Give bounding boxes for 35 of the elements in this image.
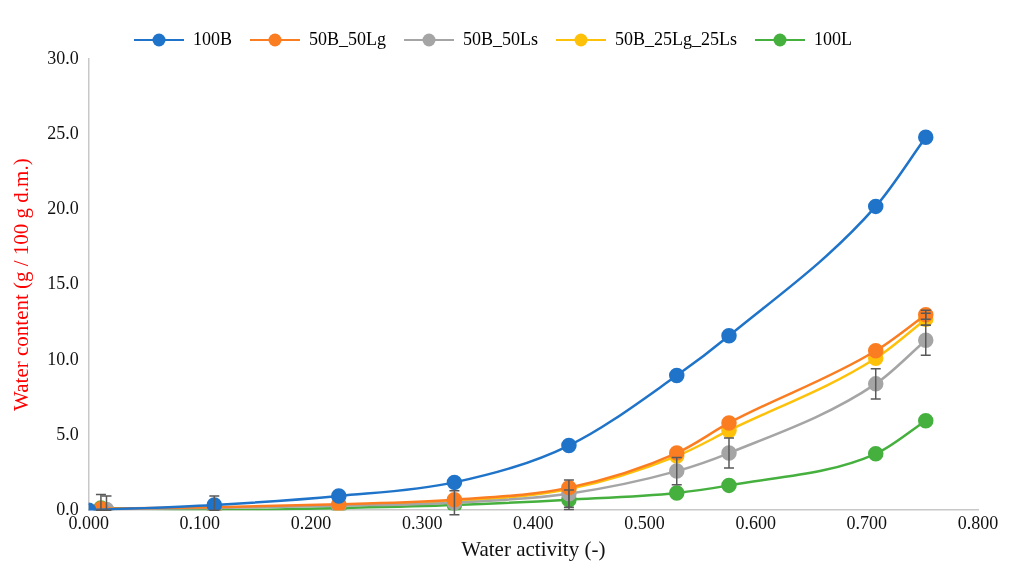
point xyxy=(446,474,463,491)
x-tick-label: 0.100 xyxy=(179,512,221,533)
y-tick-label: 20.0 xyxy=(47,198,79,219)
x-tick-label: 0.200 xyxy=(290,512,332,533)
point xyxy=(867,198,884,215)
y-tick-label: 30.0 xyxy=(47,47,79,68)
x-tick-label: 0.300 xyxy=(401,512,443,533)
point xyxy=(561,437,577,454)
point xyxy=(669,485,685,501)
point xyxy=(918,412,934,429)
y-tick-label: 15.0 xyxy=(47,273,79,294)
legend-label: 100B xyxy=(193,28,233,49)
y-tick-label: 25.0 xyxy=(47,122,79,143)
legend-label: 50B_50Ls xyxy=(463,28,539,49)
legend-label: 50B_50Lg xyxy=(309,28,387,49)
y-tick-label: 5.0 xyxy=(56,423,79,444)
point xyxy=(867,376,884,392)
point xyxy=(721,415,737,431)
legend-label: 50B_25Lg_25Ls xyxy=(615,28,738,49)
legend-label: 100L xyxy=(814,28,853,49)
y-tick-label: 10.0 xyxy=(47,348,79,369)
point xyxy=(867,446,884,462)
x-tick-label: 0.400 xyxy=(513,512,554,533)
point xyxy=(867,343,884,359)
x-tick-label: 0.800 xyxy=(957,512,999,533)
point xyxy=(918,129,934,145)
x-axis-title: Water activity (-) xyxy=(461,536,606,561)
point xyxy=(721,477,737,494)
x-tick-label: 0.600 xyxy=(735,512,776,533)
x-tick-label: 0.500 xyxy=(624,512,665,533)
point xyxy=(669,367,685,384)
point xyxy=(331,488,347,504)
y-axis-title: Water content (g / 100 g d.m.) xyxy=(9,158,34,411)
point xyxy=(721,327,737,344)
x-tick-label: 0.700 xyxy=(846,512,888,533)
